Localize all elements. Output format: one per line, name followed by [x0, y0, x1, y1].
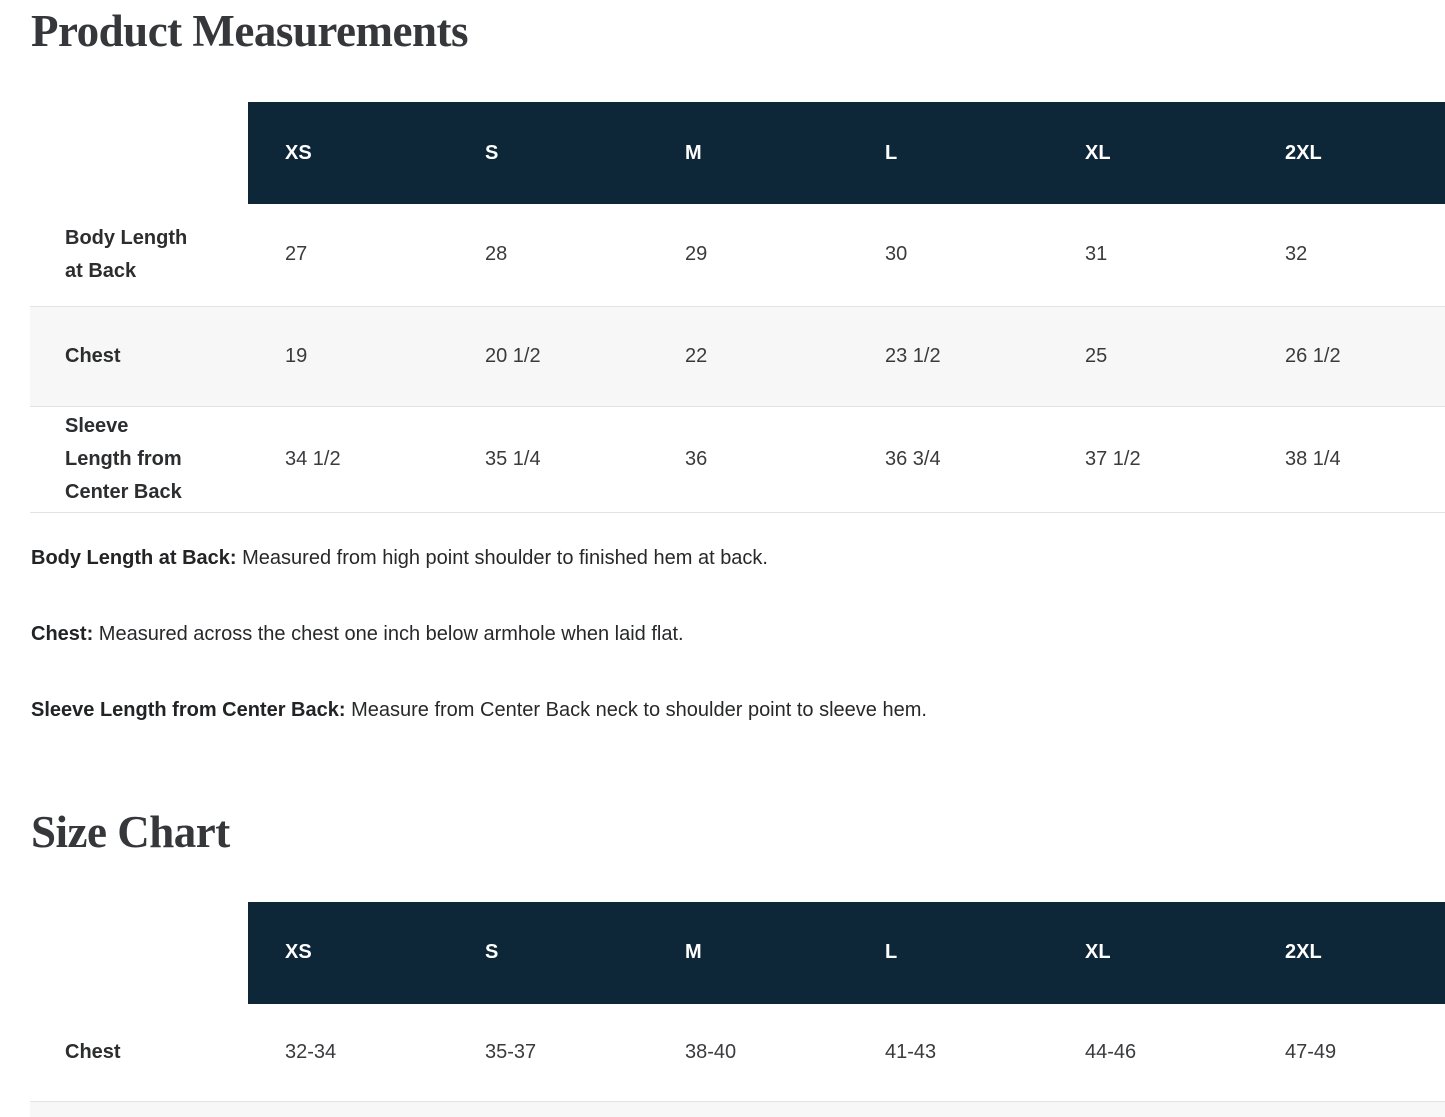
size-column-header-l: L: [848, 102, 1048, 204]
measurement-value: 38 1/4: [1285, 447, 1341, 470]
table-row-chest-range: Chest 32-34 35-37 38-40 41-43 44-46 47-4…: [30, 1004, 1445, 1102]
size-chart-title: Size Chart: [31, 806, 230, 857]
table-row-chest: Chest 19 20 1/2 22 23 1/2 25 26 1/2: [30, 306, 1445, 406]
definition-term: Chest:: [31, 622, 94, 645]
row-label: Chest: [65, 1040, 121, 1063]
definition-body-length: Body Length at Back: Measured from high …: [31, 545, 1445, 571]
corner-cell: [30, 102, 248, 204]
definition-text: Measured from high point shoulder to fin…: [242, 546, 768, 569]
size-header-row: XS S M L XL 2XL: [30, 901, 1445, 1004]
measurement-value: 19: [285, 344, 308, 367]
corner-cell: [30, 902, 248, 1004]
measurement-value: 30: [885, 243, 908, 266]
measurement-value: 32: [1285, 243, 1308, 266]
measurement-value: 25: [1085, 344, 1108, 367]
size-column-header-xs: XS: [248, 102, 448, 204]
size-column-header-xl: XL: [1048, 901, 1248, 1004]
size-range-value: 44-46: [1085, 1040, 1137, 1063]
size-range-value: 35-37: [485, 1040, 537, 1063]
definition-term: Sleeve Length from Center Back:: [31, 698, 346, 721]
measurement-value: 34 1/2: [285, 447, 341, 470]
size-header-row: XS S M L XL 2XL: [30, 102, 1445, 204]
product-measurements-table: XS S M L XL 2XL Body Length at Back 27 2…: [30, 102, 1445, 513]
measurement-value: 35 1/4: [485, 447, 541, 470]
size-range-value: 41-43: [885, 1040, 937, 1063]
table-row-body-length: Body Length at Back 27 28 29 30 31 32: [30, 204, 1445, 306]
row-label: Body Length at Back: [65, 226, 188, 282]
row-label: Chest: [65, 344, 121, 367]
size-column-header-xl: XL: [1048, 102, 1248, 204]
size-column-header-s: S: [448, 901, 648, 1004]
size-range-value: 47-49: [1285, 1040, 1337, 1063]
table-row-partially-visible: [30, 1101, 1445, 1117]
measurement-value: 37 1/2: [1085, 447, 1141, 470]
measurement-value: 26 1/2: [1285, 344, 1341, 367]
table-row-sleeve-length: Sleeve Length from Center Back 34 1/2 35…: [30, 406, 1445, 512]
size-column-header-2xl: 2XL: [1248, 102, 1445, 204]
measurement-value: 29: [685, 243, 708, 266]
measurement-definitions: Body Length at Back: Measured from high …: [31, 545, 1445, 723]
size-column-header-m: M: [648, 102, 848, 204]
row-label: Sleeve Length from Center Back: [65, 414, 182, 503]
definition-term: Body Length at Back:: [31, 546, 237, 569]
size-column-header-xs: XS: [248, 901, 448, 1004]
size-range-value: 38-40: [685, 1040, 737, 1063]
measurement-value: 31: [1085, 243, 1108, 266]
measurement-value: 23 1/2: [885, 344, 941, 367]
size-range-value: 32-34: [285, 1040, 337, 1063]
definition-text: Measure from Center Back neck to shoulde…: [351, 698, 927, 721]
row-label: [30, 1102, 248, 1117]
measurement-value: 36 3/4: [885, 447, 941, 470]
product-measurements-title: Product Measurements: [31, 6, 469, 56]
size-column-header-s: S: [448, 102, 648, 204]
measurement-value: 27: [285, 243, 308, 266]
size-column-header-l: L: [848, 901, 1048, 1004]
definition-text: Measured across the chest one inch below…: [98, 622, 684, 645]
size-chart-table: XS S M L XL 2XL Chest 32-34 35-37 38-40 …: [30, 901, 1445, 1117]
definition-sleeve-length: Sleeve Length from Center Back: Measure …: [31, 697, 1445, 723]
size-column-header-2xl: 2XL: [1248, 901, 1445, 1004]
measurement-value: 22: [685, 344, 708, 367]
measurement-value: 20 1/2: [485, 344, 541, 367]
measurement-value: 36: [685, 447, 708, 470]
size-column-header-m: M: [648, 901, 848, 1004]
measurement-value: 28: [485, 243, 508, 266]
definition-chest: Chest: Measured across the chest one inc…: [31, 621, 1445, 647]
